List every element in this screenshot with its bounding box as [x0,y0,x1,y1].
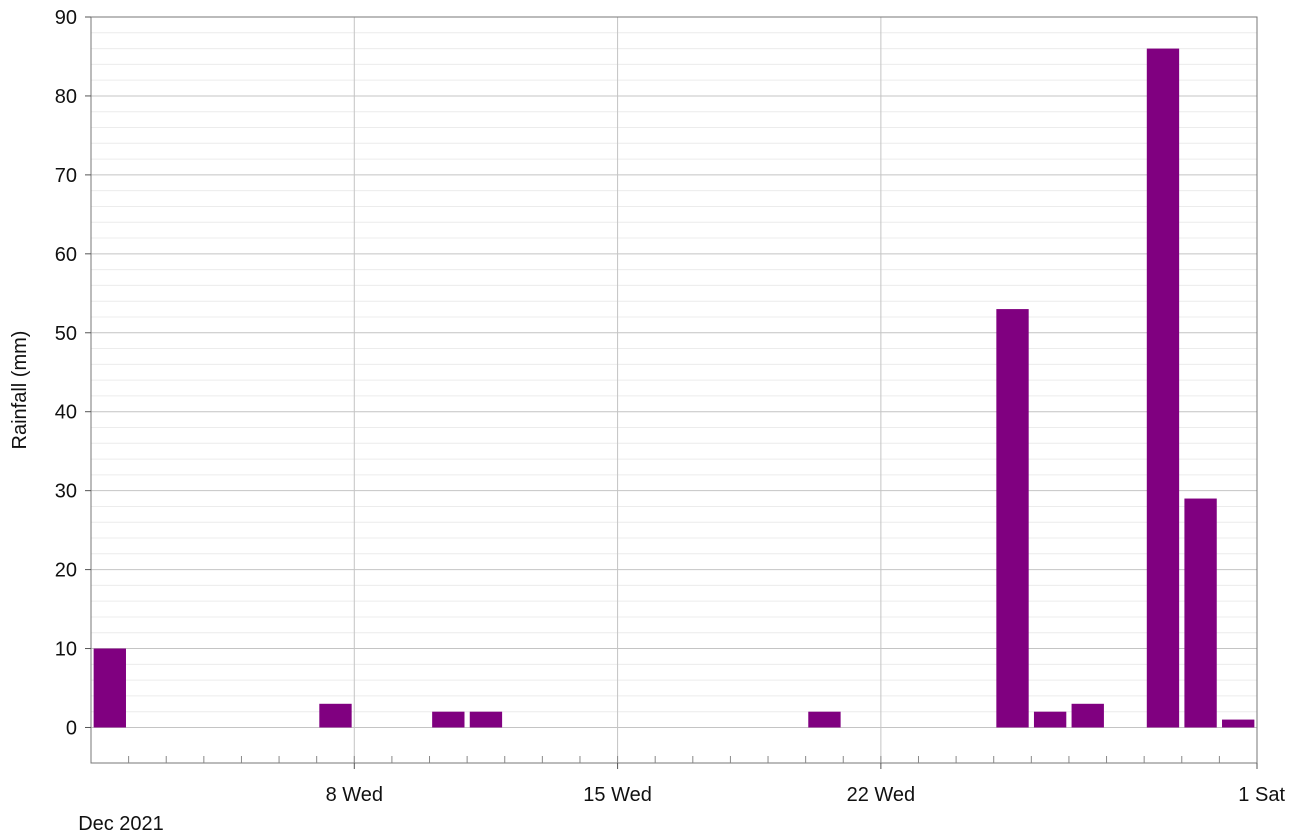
bar [432,711,465,728]
bar [996,309,1029,728]
bar [1071,703,1104,728]
bar [1222,719,1255,728]
y-tick-label: 50 [55,323,77,345]
minor-gridlines [91,32,1257,713]
bar [1184,498,1217,728]
y-axis-ticks: 0 10 20 30 40 50 60 70 80 90 [55,7,91,739]
bar [808,711,841,728]
y-tick-label: 30 [55,481,77,503]
y-tick-label: 70 [55,165,77,187]
x-axis-ticks: 8 Wed 15 Wed 22 Wed 1 Sat [128,756,1285,806]
y-tick-label: 80 [55,86,77,108]
x-tick-label: 8 Wed [326,784,383,806]
bar [1033,711,1067,728]
y-axis-title: Rainfall (mm) [9,331,31,450]
bar [1146,48,1180,728]
bar [319,703,352,728]
y-tick-label: 40 [55,402,77,424]
bar [93,648,126,728]
bar [469,711,503,728]
major-gridlines [91,16,1258,763]
x-tick-label: 22 Wed [847,784,916,806]
y-tick-label: 60 [55,244,77,266]
plot-frame [90,16,1258,764]
y-tick-label: 20 [55,560,77,582]
x-tick-label: 1 Sat [1238,784,1285,806]
x-tick-label: 15 Wed [583,784,652,806]
bars [93,48,1255,728]
y-tick-label: 10 [55,639,77,661]
x-axis-title: Dec 2021 [78,813,164,835]
y-tick-label: 0 [66,717,77,739]
y-tick-label: 90 [55,7,77,29]
